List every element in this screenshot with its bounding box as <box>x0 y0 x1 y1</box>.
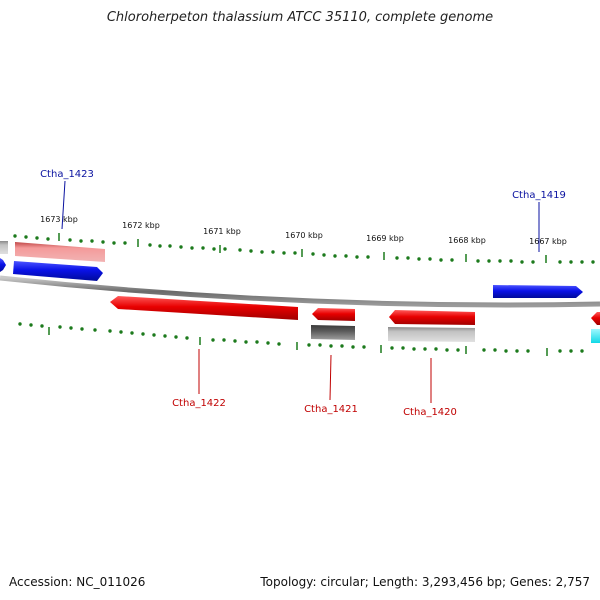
feature-gray-ctha-1420[interactable] <box>388 327 475 342</box>
leader-ctha-1421 <box>329 354 332 401</box>
feature-red-ctha-1422[interactable] <box>110 296 298 320</box>
feature-gray-left-upper[interactable] <box>0 241 8 254</box>
feature-blue-left-edge[interactable] <box>0 258 6 272</box>
genome-backbone <box>0 275 600 308</box>
tick-label-1670: 1670 kbp <box>285 231 323 240</box>
leader-ctha-1423 <box>61 180 66 230</box>
gene-label-ctha-1419[interactable]: Ctha_1419 <box>512 190 566 201</box>
gene-label-ctha-1421[interactable]: Ctha_1421 <box>304 404 358 415</box>
genome-summary-text: Topology: circular; Length: 3,293,456 bp… <box>260 575 590 589</box>
lower-tick-row <box>18 322 584 356</box>
gene-label-ctha-1422[interactable]: Ctha_1422 <box>172 398 226 409</box>
feature-red-ctha-1420[interactable] <box>389 310 475 325</box>
kbp-scale: 1673 kbp 1672 kbp 1671 kbp 1670 kbp 1669… <box>40 215 567 246</box>
feature-red-ctha-1421[interactable] <box>312 308 355 321</box>
genome-title: Chloroherpeton thalassium ATCC 35110, co… <box>106 10 494 25</box>
gene-label-ctha-1423[interactable]: Ctha_1423 <box>40 169 94 180</box>
gene-label-ctha-1420[interactable]: Ctha_1420 <box>403 407 457 418</box>
tick-label-1669: 1669 kbp <box>366 234 404 243</box>
tick-label-1671: 1671 kbp <box>203 227 241 236</box>
accession-text: Accession: NC_011026 <box>9 575 146 589</box>
feature-cyan-right-edge[interactable] <box>591 329 600 343</box>
tick-label-1672: 1672 kbp <box>122 221 160 230</box>
feature-blue-ctha-1423[interactable] <box>13 261 103 281</box>
upper-tick-row <box>13 233 595 264</box>
feature-red-right-edge[interactable] <box>591 312 600 325</box>
feature-pink-ctha-1423[interactable] <box>15 242 105 262</box>
tick-label-1668: 1668 kbp <box>448 236 486 245</box>
feature-dark-gray-ctha-1421[interactable] <box>311 325 355 340</box>
feature-blue-ctha-1419[interactable] <box>493 285 583 298</box>
tick-label-1667: 1667 kbp <box>529 237 567 246</box>
tick-label-1673: 1673 kbp <box>40 215 78 224</box>
